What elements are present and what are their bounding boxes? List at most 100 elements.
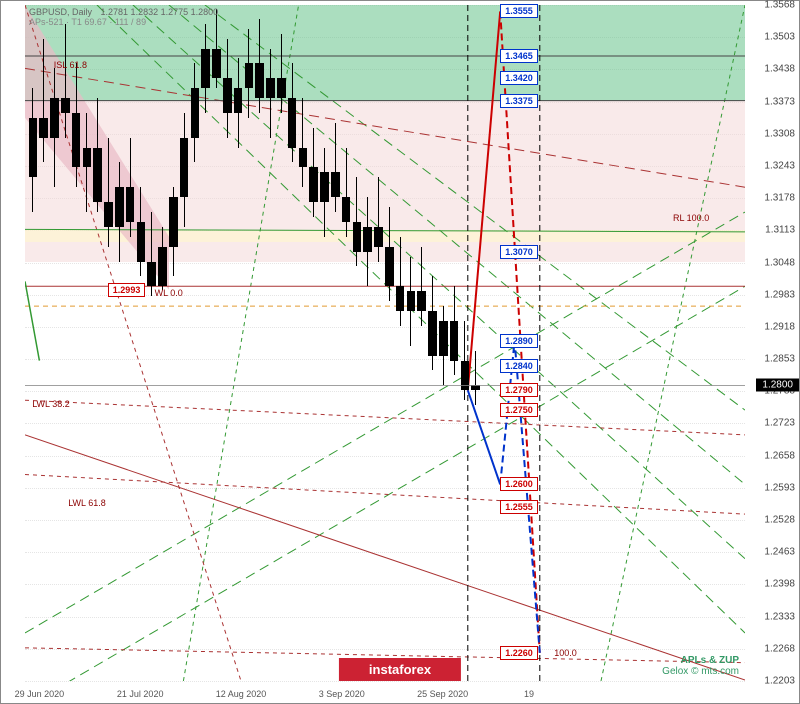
x-tick: 21 Jul 2020: [117, 689, 164, 699]
y-tick: 1.3438: [764, 64, 795, 75]
candle-body: [374, 227, 383, 247]
y-tick: 1.2853: [764, 354, 795, 365]
y-tick: 1.2333: [764, 611, 795, 622]
price-label: 1.2993: [108, 283, 146, 297]
line-annotation: 100.0: [554, 648, 577, 658]
candle-body: [61, 98, 70, 113]
candle-wick: [302, 98, 303, 187]
candle-wick: [421, 247, 422, 326]
candle-body: [212, 49, 221, 79]
price-label: 1.2790: [500, 383, 538, 397]
price-label: 1.2600: [500, 477, 538, 491]
line-annotation: LWL 61.8: [68, 498, 106, 508]
y-tick: 1.2593: [764, 482, 795, 493]
ohlc-label: 1.2781 1.2832 1.2775 1.2800: [101, 7, 219, 17]
y-tick: 1.3243: [764, 160, 795, 171]
candle-body: [255, 63, 264, 98]
candle-body: [147, 262, 156, 287]
candle-body: [299, 148, 308, 168]
y-tick: 1.2268: [764, 643, 795, 654]
candle-body: [396, 286, 405, 311]
candle-body: [201, 49, 210, 89]
candle-body: [104, 202, 113, 227]
candle-body: [93, 148, 102, 202]
y-tick: 1.2463: [764, 547, 795, 558]
y-tick: 1.3568: [764, 0, 795, 11]
signature-author: Gelox © mts.com: [662, 666, 739, 677]
line-annotation: ISL 61.8: [54, 60, 87, 70]
candle-body: [331, 172, 340, 197]
price-label: 1.2260: [500, 646, 538, 660]
price-label: 1.3555: [500, 4, 538, 18]
current-price-line: [25, 385, 745, 386]
y-tick: 1.2983: [764, 289, 795, 300]
current-price-badge: 1.2800: [756, 379, 799, 392]
price-label: 1.3070: [500, 245, 538, 259]
candle-wick: [108, 138, 109, 247]
candle-wick: [475, 351, 476, 405]
line-annotation: WL 0.0: [155, 288, 183, 298]
candle-body: [180, 138, 189, 197]
candle-body: [266, 78, 275, 98]
x-tick: 19: [524, 689, 534, 699]
candle-body: [439, 321, 448, 356]
candle-wick: [43, 39, 44, 163]
x-tick: 12 Aug 2020: [216, 689, 267, 699]
candle-body: [288, 98, 297, 148]
y-axis: 1.35681.35031.34381.33731.33081.32431.31…: [743, 5, 795, 681]
candle-body: [158, 247, 167, 287]
line-annotation: RL 100.0: [673, 213, 709, 223]
candle-body: [277, 78, 286, 98]
y-tick: 1.3048: [764, 257, 795, 268]
y-tick: 1.2528: [764, 515, 795, 526]
candle-body: [428, 311, 437, 356]
line-overlay: [25, 5, 745, 681]
candle-wick: [400, 237, 401, 326]
candle-wick: [378, 177, 379, 261]
y-tick: 1.3178: [764, 193, 795, 204]
candle-body: [29, 118, 38, 177]
price-label: 1.2750: [500, 403, 538, 417]
candle-body: [50, 98, 59, 138]
y-tick: 1.2658: [764, 450, 795, 461]
candle-body: [223, 78, 232, 113]
price-label: 1.2555: [500, 500, 538, 514]
candle-body: [342, 197, 351, 222]
candle-body: [115, 187, 124, 227]
candle-body: [245, 63, 254, 88]
price-label: 1.2890: [500, 334, 538, 348]
candle-body: [385, 247, 394, 287]
signature-title: APLs & ZUP: [662, 655, 739, 666]
candle-body: [407, 291, 416, 311]
candle-wick: [65, 24, 66, 138]
candle-body: [137, 222, 146, 262]
candle-body: [191, 88, 200, 138]
chart-container: GBPUSD, Daily 1.2781 1.2832 1.2775 1.280…: [0, 0, 800, 704]
instrument-label: GBPUSD, Daily: [29, 7, 92, 17]
x-tick: 25 Sep 2020: [417, 689, 468, 699]
candle-body: [309, 167, 318, 202]
candle-wick: [335, 123, 336, 212]
line-annotation: LWL 38.2: [32, 399, 70, 409]
y-tick: 1.3308: [764, 128, 795, 139]
price-label: 1.3375: [500, 94, 538, 108]
watermark: instaforex: [339, 658, 461, 681]
x-tick: 29 Jun 2020: [15, 689, 65, 699]
y-tick: 1.2203: [764, 676, 795, 687]
y-tick: 1.2723: [764, 418, 795, 429]
chart-header: GBPUSD, Daily 1.2781 1.2832 1.2775 1.280…: [29, 7, 218, 27]
price-label: 1.3465: [500, 49, 538, 63]
candle-body: [169, 197, 178, 247]
candle-body: [353, 222, 362, 252]
candle-body: [39, 118, 48, 138]
signature: APLs & ZUP Gelox © mts.com: [662, 655, 739, 677]
candle-body: [417, 291, 426, 311]
y-tick: 1.2918: [764, 321, 795, 332]
candle-wick: [346, 148, 347, 237]
candle-body: [320, 172, 329, 202]
x-axis: 29 Jun 202021 Jul 202012 Aug 20203 Sep 2…: [25, 681, 745, 703]
price-label: 1.3420: [500, 71, 538, 85]
plot-area[interactable]: 1.35551.34651.34201.33751.30701.28901.28…: [25, 5, 745, 681]
candle-body: [72, 113, 81, 167]
y-tick: 1.2398: [764, 579, 795, 590]
